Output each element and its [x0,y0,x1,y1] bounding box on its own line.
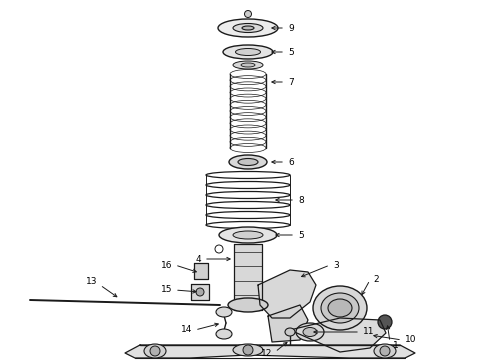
Polygon shape [191,284,209,300]
Text: 5: 5 [288,48,294,57]
Ellipse shape [285,328,295,336]
Ellipse shape [238,158,258,166]
Circle shape [196,288,204,296]
Text: 14: 14 [181,325,192,334]
Text: 6: 6 [288,158,294,166]
Ellipse shape [242,26,254,30]
Text: 1: 1 [393,342,399,351]
Circle shape [150,346,160,356]
Polygon shape [234,244,262,310]
Ellipse shape [216,307,232,317]
Ellipse shape [241,63,255,67]
Ellipse shape [328,299,352,317]
Text: 10: 10 [405,336,416,345]
Polygon shape [125,345,415,358]
Text: 16: 16 [161,261,172,270]
Circle shape [378,315,392,329]
Ellipse shape [296,323,324,341]
Polygon shape [268,305,308,342]
Circle shape [380,346,390,356]
Text: 13: 13 [85,278,97,287]
Text: 2: 2 [373,275,379,284]
Ellipse shape [216,329,232,339]
Text: 15: 15 [161,285,172,294]
Ellipse shape [233,231,263,239]
Ellipse shape [321,293,359,323]
Polygon shape [290,318,386,352]
Text: 5: 5 [298,230,304,239]
Circle shape [243,345,253,355]
Ellipse shape [144,344,166,358]
Ellipse shape [228,298,268,312]
Ellipse shape [223,45,273,59]
Ellipse shape [313,286,367,330]
Text: 7: 7 [288,77,294,86]
Text: 9: 9 [288,23,294,32]
Ellipse shape [233,23,263,32]
Circle shape [245,10,251,18]
Text: 8: 8 [298,195,304,204]
Ellipse shape [236,49,261,55]
Text: 12: 12 [261,350,272,359]
Ellipse shape [218,19,278,37]
Ellipse shape [374,344,396,358]
Polygon shape [258,270,316,318]
Text: 3: 3 [333,261,339,270]
Ellipse shape [303,328,317,337]
Text: 4: 4 [196,255,201,264]
Ellipse shape [219,227,277,243]
Ellipse shape [233,344,263,356]
Polygon shape [194,263,208,279]
Ellipse shape [233,61,263,69]
Ellipse shape [229,155,267,169]
Text: 11: 11 [363,328,374,337]
